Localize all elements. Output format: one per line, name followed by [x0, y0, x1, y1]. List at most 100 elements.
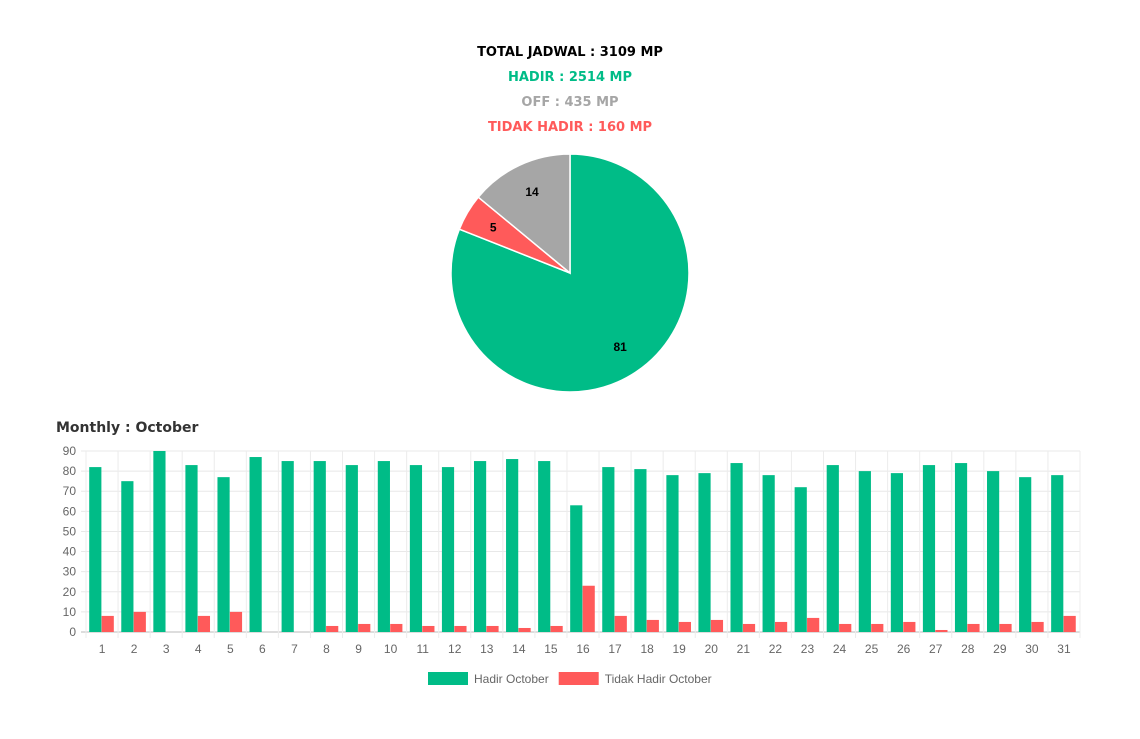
bar-hadir-october[interactable] [954, 463, 968, 632]
x-tick-label: 20 [705, 642, 719, 656]
bar-tidak-hadir-october[interactable] [197, 615, 211, 632]
bar-tidak-hadir-october[interactable] [101, 615, 114, 632]
x-tick-label: 9 [355, 642, 362, 656]
bar-tidak-hadir-october[interactable] [582, 585, 595, 632]
bar-tidak-hadir-october[interactable] [326, 625, 339, 632]
pie-slice-hadir[interactable] [450, 153, 690, 393]
x-tick-label: 29 [993, 642, 1007, 656]
bar-hadir-october[interactable] [794, 487, 807, 632]
x-tick-label: 10 [384, 642, 398, 656]
x-tick-label: 11 [416, 642, 429, 656]
x-tick-label: 18 [640, 642, 654, 656]
bar-tidak-hadir-october[interactable] [358, 623, 371, 632]
bar-hadir-october[interactable] [249, 457, 262, 632]
bar-tidak-hadir-october[interactable] [1031, 621, 1044, 632]
bar-tidak-hadir-october[interactable] [1063, 615, 1076, 632]
bar-hadir-october[interactable] [538, 461, 551, 632]
y-tick-label: 20 [63, 585, 77, 599]
bar-tidak-hadir-october[interactable] [903, 621, 916, 632]
y-tick-label: 70 [63, 484, 77, 498]
off-total: OFF : 435 MP [521, 95, 619, 110]
bar-hadir-october[interactable] [858, 471, 871, 632]
x-tick-label: 4 [195, 642, 202, 656]
bar-hadir-october[interactable] [826, 465, 839, 632]
x-tick-label: 1 [99, 642, 106, 656]
bar-hadir-october[interactable] [602, 467, 615, 632]
bar-tidak-hadir-october[interactable] [133, 611, 146, 632]
bar-tidak-hadir-october[interactable] [614, 615, 627, 632]
y-tick-label: 0 [69, 625, 76, 639]
bar-hadir-october[interactable] [666, 475, 679, 632]
bar-hadir-october[interactable] [345, 465, 358, 632]
total-jadwal: TOTAL JADWAL : 3109 MP [477, 45, 663, 60]
bar-tidak-hadir-october[interactable] [646, 619, 659, 632]
bar-hadir-october[interactable] [313, 461, 326, 632]
bar-hadir-october[interactable] [473, 461, 487, 632]
y-tick-label: 30 [63, 565, 77, 579]
bar-hadir-october[interactable] [890, 473, 904, 632]
bar-hadir-october[interactable] [377, 461, 390, 632]
bar-tidak-hadir-october[interactable] [999, 623, 1012, 632]
bar-tidak-hadir-october[interactable] [518, 627, 531, 632]
bar-hadir-october[interactable] [1051, 475, 1064, 632]
bar-hadir-october[interactable] [634, 469, 647, 632]
bar-hadir-october[interactable] [730, 463, 743, 632]
x-tick-label: 14 [512, 642, 526, 656]
x-tick-label: 24 [833, 642, 847, 656]
bar-hadir-october[interactable] [922, 465, 936, 632]
bar-hadir-october[interactable] [89, 467, 102, 632]
bar-tidak-hadir-october[interactable] [967, 623, 980, 632]
x-tick-label: 15 [544, 642, 558, 656]
bar-hadir-october[interactable] [506, 459, 519, 632]
x-tick-label: 12 [448, 642, 462, 656]
bar-hadir-october[interactable] [185, 465, 198, 632]
bar-chart-title: Monthly : October [56, 420, 199, 436]
bar-tidak-hadir-october[interactable] [229, 611, 243, 632]
x-tick-label: 21 [737, 642, 751, 656]
bar-tidak-hadir-october[interactable] [422, 625, 435, 632]
bar-hadir-october[interactable] [409, 465, 423, 632]
bar-hadir-october[interactable] [217, 477, 230, 632]
y-tick-label: 90 [63, 444, 77, 458]
x-tick-label: 5 [227, 642, 234, 656]
hadir-total: HADIR : 2514 MP [507, 70, 632, 85]
x-tick-label: 17 [608, 642, 622, 656]
bar-tidak-hadir-october[interactable] [839, 623, 852, 632]
pie-label: 5 [490, 221, 497, 235]
bar-hadir-october[interactable] [121, 481, 134, 632]
x-tick-label: 30 [1025, 642, 1039, 656]
x-tick-label: 6 [259, 642, 266, 656]
bar-tidak-hadir-october[interactable] [871, 623, 884, 632]
bar-hadir-october[interactable] [570, 505, 583, 632]
bar-tidak-hadir-october[interactable] [550, 625, 563, 632]
x-tick-label: 3 [163, 642, 170, 656]
bar-tidak-hadir-october[interactable] [454, 625, 467, 632]
x-tick-label: 16 [576, 642, 590, 656]
x-tick-label: 31 [1057, 642, 1071, 656]
bar-tidak-hadir-october[interactable] [390, 623, 403, 632]
x-tick-label: 27 [929, 642, 943, 656]
bar-hadir-october[interactable] [281, 461, 294, 632]
bar-tidak-hadir-october[interactable] [678, 621, 691, 632]
x-tick-label: 19 [673, 642, 687, 656]
bar-tidak-hadir-october[interactable] [807, 617, 820, 632]
legend-swatch [428, 672, 468, 685]
bar-hadir-october[interactable] [762, 475, 775, 632]
bar-tidak-hadir-october[interactable] [710, 619, 724, 632]
bar-hadir-october[interactable] [153, 451, 166, 632]
bar-hadir-october[interactable] [698, 473, 711, 632]
y-tick-label: 40 [63, 545, 77, 559]
bar-hadir-october[interactable] [441, 467, 455, 632]
pie-label: 14 [525, 185, 539, 199]
y-tick-label: 50 [63, 524, 77, 538]
pie-slice-off[interactable] [477, 153, 571, 275]
bar-tidak-hadir-october[interactable] [742, 623, 756, 632]
x-tick-label: 23 [801, 642, 815, 656]
bar-tidak-hadir-october[interactable] [935, 629, 948, 632]
pie-chart: 81 5 14 [450, 153, 690, 393]
bar-tidak-hadir-october[interactable] [774, 621, 788, 632]
bar-tidak-hadir-october[interactable] [486, 625, 499, 632]
bar-hadir-october[interactable] [987, 471, 1000, 632]
legend-label: Tidak Hadir October [605, 672, 712, 686]
bar-hadir-october[interactable] [1019, 477, 1032, 632]
